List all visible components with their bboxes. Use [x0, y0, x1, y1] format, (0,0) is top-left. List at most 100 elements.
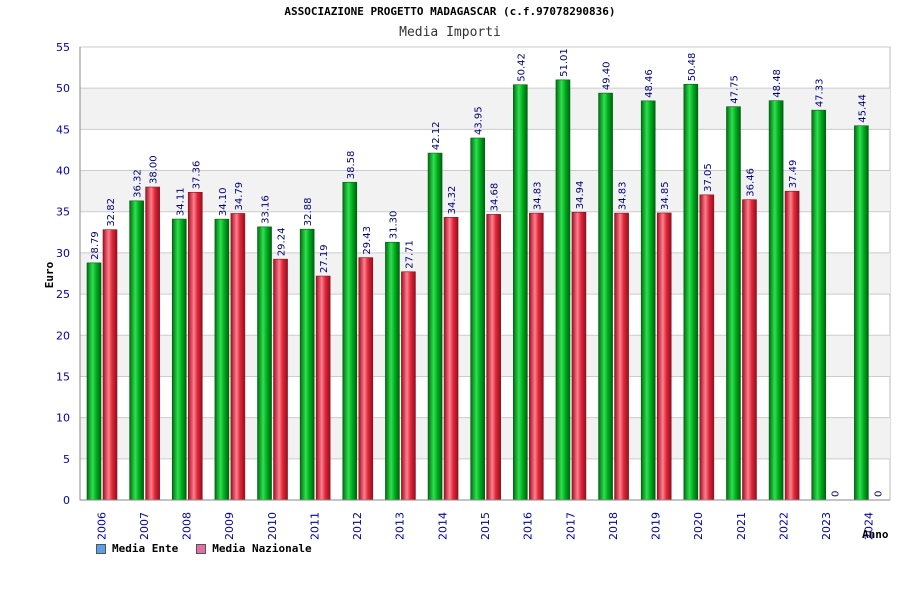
- value-label-nazionale: 37.05: [703, 163, 714, 192]
- x-tick-label: 2012: [351, 512, 364, 540]
- bar-media-ente: [768, 100, 784, 501]
- bar-media-nazionale: [401, 271, 416, 501]
- value-label-ente: 49.40: [602, 61, 613, 90]
- value-label-nazionale: 34.85: [660, 181, 671, 210]
- x-tick-label: 2024: [863, 512, 876, 540]
- bar-media-ente: [385, 241, 400, 501]
- y-tick-label: 15: [56, 370, 70, 383]
- value-label-nazionale: 27.71: [404, 240, 415, 269]
- legend-label-nazionale: Media Nazionale: [212, 542, 312, 555]
- value-label-ente: 38.58: [346, 151, 357, 180]
- value-label-nazionale: 34.68: [490, 183, 501, 212]
- y-tick-label: 50: [56, 82, 70, 95]
- bar-media-ente: [342, 181, 358, 501]
- legend-swatch-nazionale: [196, 543, 207, 554]
- value-label-ente: 51.01: [559, 48, 570, 77]
- bar-media-ente: [214, 218, 230, 501]
- value-label-nazionale: 0: [831, 491, 842, 497]
- y-tick-label: 0: [63, 494, 70, 507]
- bar-media-nazionale: [102, 229, 118, 501]
- y-tick-label: 40: [56, 165, 70, 178]
- value-label-nazionale: 27.19: [319, 244, 330, 273]
- x-tick-label: 2017: [564, 512, 577, 540]
- value-label-ente: 47.33: [815, 79, 826, 108]
- legend-label-ente: Media Ente: [112, 542, 179, 555]
- x-tick-label: 2010: [266, 512, 279, 540]
- value-label-nazionale: 38.00: [149, 155, 160, 184]
- value-label-ente: 48.48: [772, 69, 783, 98]
- x-tick-label: 2018: [607, 512, 620, 540]
- value-label-nazionale: 32.82: [106, 198, 117, 227]
- y-axis-label: Euro: [43, 261, 56, 288]
- value-label-nazionale: 34.83: [618, 181, 629, 210]
- x-tick-label: 2006: [95, 512, 108, 540]
- bar-media-ente: [470, 137, 485, 501]
- bar-media-ente: [299, 228, 315, 501]
- bar-media-ente: [640, 100, 656, 501]
- bar-media-ente: [257, 226, 272, 501]
- y-tick-label: 20: [56, 329, 70, 342]
- value-label-ente: 34.10: [218, 187, 229, 216]
- value-label-nazionale: 37.36: [191, 161, 202, 190]
- value-label-nazionale: 34.83: [532, 181, 543, 210]
- value-label-ente: 43.95: [474, 106, 485, 135]
- bar-media-ente: [598, 92, 613, 501]
- x-tick-label: 2016: [522, 512, 535, 540]
- value-label-ente: 33.16: [261, 195, 272, 224]
- x-tick-label: 2015: [479, 512, 492, 540]
- x-tick-label: 2022: [777, 512, 790, 540]
- value-label-ente: 50.48: [687, 53, 698, 82]
- y-tick-label: 35: [56, 206, 70, 219]
- chart-subtitle: Media Importi: [399, 25, 501, 40]
- y-tick-label: 5: [63, 453, 70, 466]
- value-label-nazionale: 34.94: [575, 181, 586, 210]
- x-tick-label: 2009: [223, 512, 236, 540]
- bar-media-nazionale: [529, 212, 544, 501]
- bar-media-ente: [86, 262, 102, 501]
- legend-swatch-ente: [96, 543, 106, 554]
- x-tick-label: 2007: [138, 512, 151, 540]
- value-label-nazionale: 29.43: [362, 226, 373, 255]
- value-label-ente: 34.11: [175, 187, 186, 216]
- value-label-ente: 48.46: [644, 69, 655, 98]
- bar-media-ente: [513, 84, 528, 501]
- chart-title: ASSOCIAZIONE PROGETTO MADAGASCAR (c.f.97…: [284, 5, 616, 18]
- y-tick-label: 30: [56, 247, 70, 260]
- bar-media-ente: [427, 152, 443, 501]
- x-tick-label: 2014: [436, 512, 449, 540]
- bar-media-nazionale: [315, 275, 331, 501]
- bar-media-nazionale: [443, 217, 459, 501]
- x-tick-label: 2013: [394, 512, 407, 540]
- x-tick-label: 2019: [650, 512, 663, 540]
- x-tick-label: 2021: [735, 512, 748, 540]
- value-label-ente: 42.12: [431, 121, 442, 150]
- value-label-nazionale: 0: [873, 491, 884, 497]
- value-label-ente: 45.44: [857, 94, 868, 123]
- value-label-nazionale: 34.79: [234, 182, 245, 211]
- value-label-nazionale: 29.24: [277, 228, 288, 257]
- bar-media-nazionale: [358, 257, 374, 501]
- value-label-nazionale: 34.32: [447, 186, 458, 215]
- x-tick-label: 2011: [308, 512, 321, 540]
- bar-media-nazionale: [187, 191, 203, 501]
- legend-item-nazionale: Media Nazionale: [196, 542, 312, 555]
- value-label-ente: 36.32: [133, 169, 144, 198]
- y-tick-label: 25: [56, 288, 70, 301]
- bar-media-ente: [171, 218, 187, 501]
- value-label-ente: 50.42: [516, 53, 527, 82]
- bar-media-nazionale: [784, 190, 800, 501]
- bar-media-nazionale: [699, 194, 715, 501]
- value-label-ente: 28.79: [90, 231, 101, 260]
- bar-media-ente: [726, 106, 741, 501]
- bar-media-nazionale: [742, 199, 757, 501]
- bar-media-nazionale: [614, 212, 629, 501]
- y-tick-label: 10: [56, 412, 70, 425]
- y-tick-label: 55: [56, 41, 70, 54]
- x-tick-label: 2023: [820, 512, 833, 540]
- value-label-ente: 47.75: [729, 75, 740, 104]
- x-tick-label: 2008: [181, 512, 194, 540]
- bar-media-nazionale: [273, 258, 288, 501]
- bar-media-nazionale: [486, 214, 501, 501]
- value-label-ente: 31.30: [388, 211, 399, 240]
